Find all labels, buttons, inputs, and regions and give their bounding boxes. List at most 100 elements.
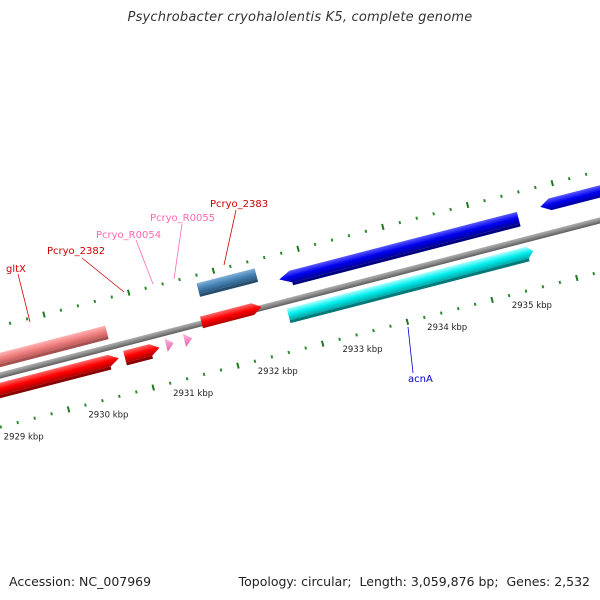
gene-Pcryo_2383	[196, 268, 259, 297]
topology-value: circular	[301, 574, 348, 589]
minor-tick	[355, 333, 358, 337]
major-tick	[490, 296, 494, 304]
minor-tick	[415, 216, 419, 220]
kbp-label: 2933 kbp	[342, 345, 382, 355]
minor-tick	[432, 212, 436, 216]
minor-tick	[144, 286, 147, 290]
gene-gltX	[0, 325, 109, 376]
minor-tick	[449, 207, 452, 212]
minor-tick	[287, 350, 291, 355]
minor-tick	[558, 280, 562, 285]
minor-tick	[202, 372, 206, 377]
minor-tick	[16, 420, 20, 425]
minor-tick	[473, 302, 477, 306]
genes-label: Genes:	[506, 574, 551, 589]
minor-tick	[161, 282, 164, 286]
outer-tick-ring	[8, 172, 588, 326]
minor-tick	[84, 403, 87, 407]
minor-tick	[134, 390, 138, 394]
gene-blue-right	[540, 177, 600, 211]
minor-tick	[567, 177, 571, 181]
minor-tick	[347, 233, 351, 238]
minor-tick	[533, 185, 537, 190]
gene-label-acnA: acnA	[408, 374, 433, 385]
minor-tick	[279, 251, 283, 255]
minor-tick	[541, 285, 545, 289]
gene-Pcryo_R0054	[164, 338, 174, 352]
inner-tick-ring	[0, 271, 596, 429]
minor-tick	[304, 346, 308, 350]
minor-tick	[168, 381, 172, 385]
gene-label-Pcryo_2382: Pcryo_2382	[47, 246, 105, 257]
minor-tick	[219, 368, 223, 372]
major-tick	[151, 384, 155, 391]
gene-Pcryo_R0055	[182, 333, 193, 348]
minor-tick	[422, 315, 426, 320]
minor-tick	[76, 304, 80, 308]
topology-label: Topology:	[238, 574, 298, 589]
gene-Pcryo_2382	[123, 344, 160, 366]
accession-label: Accession:	[9, 574, 76, 589]
minor-tick	[185, 377, 189, 381]
major-tick	[126, 289, 131, 296]
minor-tick	[229, 264, 232, 269]
major-tick	[575, 274, 579, 282]
genome-summary: Topology: circular; Length: 3,059,876 bp…	[239, 574, 590, 589]
gene-label-gltX: gltX	[6, 264, 26, 275]
minor-tick	[0, 425, 3, 429]
genome-backbone	[0, 200, 600, 392]
gene-labels: gltX Pcryo_2382 Pcryo_R0054 Pcryo_R0055 …	[6, 199, 433, 385]
minor-tick	[313, 242, 317, 247]
minor-tick	[25, 317, 29, 321]
kbp-label: 2930 kbp	[88, 411, 128, 421]
minor-tick	[524, 289, 528, 293]
accession-info: Accession: NC_007969	[9, 574, 151, 589]
minor-tick	[456, 306, 460, 311]
minor-tick	[33, 416, 36, 420]
kbp-label: 2929 kbp	[4, 433, 44, 443]
minor-tick	[270, 355, 274, 359]
minor-tick	[483, 198, 486, 203]
kbp-label: 2934 kbp	[427, 323, 467, 333]
minor-tick	[517, 190, 520, 194]
minor-tick	[584, 172, 588, 177]
major-tick	[465, 201, 470, 209]
major-tick	[405, 318, 410, 325]
minor-tick	[178, 277, 181, 282]
minor-tick	[50, 412, 53, 416]
map-title: Psychrobacter cryohalolentis K5, complet…	[127, 10, 473, 25]
gene-red-left	[0, 354, 119, 405]
gene-red-under-Pcryo_2383	[199, 303, 262, 329]
major-tick	[296, 245, 300, 252]
minor-tick	[118, 394, 121, 398]
minor-tick	[500, 194, 503, 198]
minor-tick	[389, 324, 392, 328]
minor-tick	[245, 260, 249, 264]
major-tick	[320, 340, 325, 347]
gene-acnA-forward	[279, 211, 521, 286]
sep-1: ;	[347, 574, 356, 589]
minor-tick	[330, 238, 334, 242]
length-value: 3,059,876 bp	[410, 574, 495, 589]
gene-label-Pcryo_2383: Pcryo_2383	[210, 199, 268, 210]
sep-2: ;	[494, 574, 503, 589]
minor-tick	[372, 328, 375, 333]
minor-tick	[195, 273, 198, 277]
genes-value: 2,532	[554, 574, 590, 589]
minor-tick	[253, 359, 257, 363]
major-tick	[550, 179, 554, 187]
kbp-labels: 2929 kbp 2930 kbp 2931 kbp 2932 kbp 2933 kbp…	[4, 301, 552, 442]
minor-tick	[592, 271, 596, 276]
minor-tick	[439, 311, 443, 315]
length-label: Length:	[359, 574, 407, 589]
kbp-label: 2932 kbp	[258, 367, 298, 377]
gene-acnA-reverse	[286, 246, 534, 324]
minor-tick	[338, 337, 341, 342]
minor-tick	[8, 321, 12, 326]
minor-tick	[262, 255, 266, 260]
major-tick	[66, 406, 71, 413]
major-tick	[42, 311, 46, 318]
major-tick	[211, 267, 216, 274]
kbp-label: 2935 kbp	[512, 301, 552, 311]
